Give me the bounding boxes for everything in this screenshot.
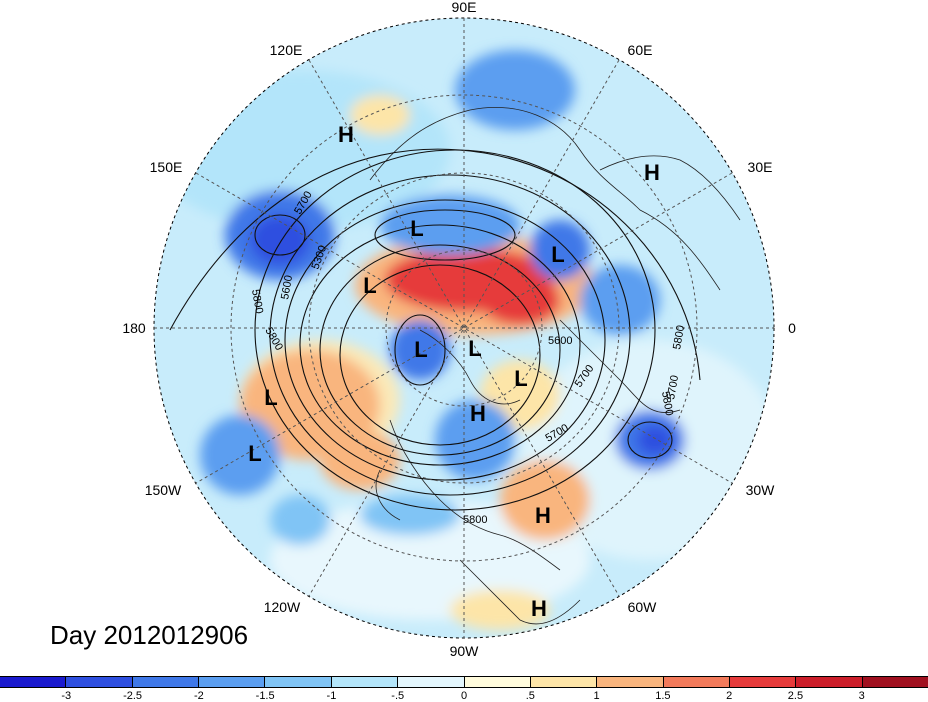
low-pressure-marker: L [410, 216, 423, 241]
lon-label-60w: 60W [628, 599, 658, 615]
pressure-systems: H H L L L L L L L H L H H [248, 122, 660, 621]
lon-label-30w: 30W [746, 482, 776, 498]
colorbar-tick-label: -.5 [391, 690, 405, 702]
colorbar: -3 -2.5 -2 -1.5 -1 -.5 0 .5 1 1.5 2 2.5 3 [0, 676, 928, 702]
colorbar-tick-label: 0 [460, 690, 468, 702]
colorbar-tick-label: -2 [193, 690, 204, 702]
colorbar-swatch [663, 677, 730, 687]
colorbar-swatch [66, 677, 133, 687]
colorbar-tick-label: 3 [858, 690, 865, 702]
colorbar-swatch [464, 677, 531, 687]
colorbar-tick-label: .5 [525, 690, 535, 702]
colorbar-tick-label: 1.5 [655, 690, 671, 702]
colorbar-swatch [530, 677, 598, 687]
contour-label: 5700 [665, 374, 681, 400]
colorbar-swatch [398, 677, 465, 687]
high-pressure-marker: H [535, 503, 551, 528]
lon-label-150w: 150W [145, 482, 182, 498]
height-contours [169, 148, 701, 511]
coastlines [369, 107, 741, 625]
contour-label: 5600 [548, 335, 572, 347]
lon-label-120w: 120W [264, 599, 301, 615]
colorbar-swatch [199, 677, 266, 687]
colorbar-tick-label: -2.5 [123, 690, 143, 702]
low-pressure-marker: L [551, 242, 564, 267]
colorbar-tick-label: 2.5 [787, 690, 804, 702]
lon-label-90w: 90W [450, 643, 480, 659]
lon-label-30e: 30E [748, 159, 773, 175]
colorbar-tick-label: -1.5 [255, 690, 275, 702]
colorbar-swatch [729, 677, 797, 687]
colorbar-swatch [132, 677, 200, 687]
low-pressure-marker: L [414, 337, 427, 362]
lon-label-0: 0 [788, 320, 796, 336]
lon-label-90e: 90E [452, 0, 477, 15]
colorbar-swatch [0, 677, 67, 687]
high-pressure-marker: L [264, 385, 277, 410]
lon-label-180: 180 [122, 320, 146, 336]
contour-label: 5600 [279, 274, 295, 300]
low-pressure-marker: H [470, 401, 486, 426]
colorbar-swatch [862, 677, 928, 687]
high-pressure-marker: H [338, 122, 354, 147]
colorbar-tick-label: 1 [593, 690, 600, 702]
low-pressure-marker: L [468, 336, 481, 361]
date-title: Day 2012012906 [50, 620, 249, 650]
high-pressure-marker: H [644, 160, 660, 185]
high-pressure-marker: L [248, 441, 261, 466]
contour-label: 5800 [463, 514, 487, 526]
graticule [153, 17, 775, 639]
contour-label: 5800 [671, 324, 687, 350]
high-pressure-marker: H [531, 596, 547, 621]
polar-map: 90E 60E 30E 0 30W 60W 90W 120W 150W 180 … [122, 0, 796, 659]
colorbar-tick-label: -3 [61, 690, 72, 702]
low-pressure-marker: L [363, 273, 376, 298]
anomaly-shading [154, 50, 774, 630]
colorbar-boxes [0, 676, 928, 688]
lon-label-120e: 120E [270, 42, 303, 58]
contour-label: 5800 [249, 288, 265, 314]
colorbar-swatch [265, 677, 332, 687]
contour-label: 5800 [659, 390, 675, 416]
colorbar-swatch [331, 677, 399, 687]
colorbar-tick-label: -1 [326, 690, 337, 702]
low-pressure-marker: L [514, 366, 527, 391]
lon-label-150e: 150E [150, 159, 183, 175]
colorbar-swatch [796, 677, 863, 687]
colorbar-tick-label: 2 [726, 690, 733, 702]
lon-label-60e: 60E [628, 42, 653, 58]
longitude-labels: 90E 60E 30E 0 30W 60W 90W 120W 150W 180 … [122, 0, 796, 659]
colorbar-swatch [597, 677, 664, 687]
